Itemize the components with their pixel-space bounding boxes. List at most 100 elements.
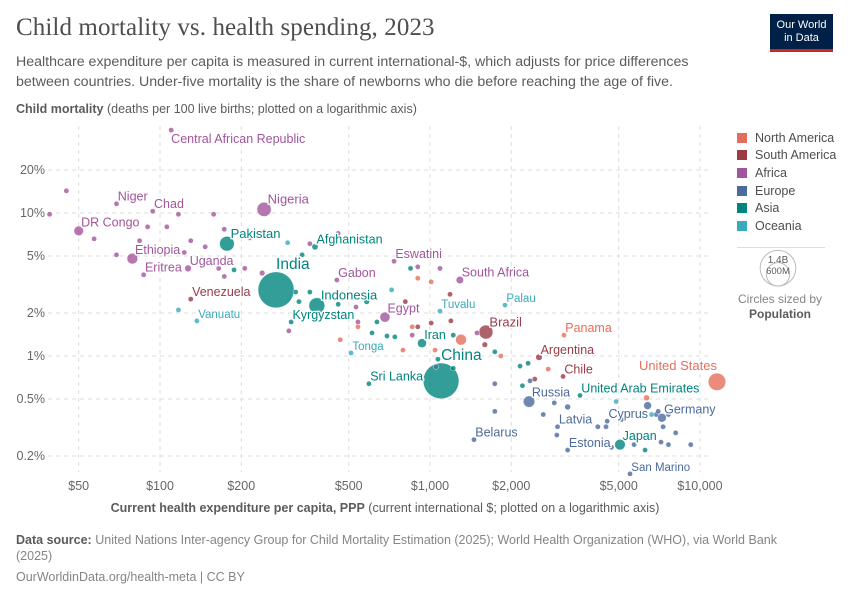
point-label: Tuvalu [441,299,475,311]
logo-line-1: Our World [776,19,827,31]
data-point [527,378,533,384]
legend-label: Africa [755,165,787,180]
data-point [187,296,194,302]
legend-item-north-america[interactable]: North America [737,129,836,147]
y-tick-label: 2% [27,306,45,320]
data-point [519,382,526,389]
data-point [187,237,194,244]
data-point [140,271,147,278]
legend-label: Europe [755,183,796,198]
y-axis-title: Child mortality (deaths per 100 live bir… [16,102,417,116]
y-tick-label: 5% [27,249,45,263]
point-label: Cyprus [608,407,648,421]
data-point [561,332,567,338]
point-label: Latvia [559,413,592,427]
size-legend: 1.4B 600M [759,249,797,287]
y-tick-label: 20% [20,163,45,177]
data-point [308,297,325,314]
data-point [631,441,637,448]
point-label: China [441,347,482,364]
data-point [355,319,361,325]
size-legend-large-label: 1.4B [768,255,789,266]
x-tick-label: $5,000 [600,479,638,493]
point-label: Uganda [190,254,234,268]
data-point [46,211,53,218]
data-point [384,333,390,339]
data-point [219,236,235,252]
legend-item-europe[interactable]: Europe [737,182,836,200]
data-point [202,244,208,250]
data-point [194,318,200,324]
data-point [608,444,615,451]
footer-url[interactable]: OurWorldinData.org/health-meta | CC BY [16,570,245,584]
data-point [288,319,294,325]
data-point [126,253,138,265]
data-point [392,334,398,340]
legend-swatch [737,220,747,231]
x-tick-label: $500 [335,479,363,493]
data-point [492,408,498,415]
data-point [540,411,547,418]
data-point [335,230,341,237]
data-point [215,265,222,272]
legend-item-south-america[interactable]: South America [737,147,836,165]
data-point [91,236,97,242]
data-point [665,411,672,418]
point-label: Afghanistan [317,232,383,246]
point-label: Pakistan [231,226,281,241]
x-axis-title-bold: Current health expenditure per capita, P… [111,501,365,515]
data-point [144,224,151,230]
legend-item-asia[interactable]: Asia [737,199,836,217]
data-point [577,392,583,399]
point-label: Niger [118,190,148,204]
point-label: Tonga [352,341,384,353]
point-label: Sri Lanka [370,370,423,384]
data-point [471,436,477,443]
x-tick-label: $200 [227,479,255,493]
point-label: Japan [623,429,657,443]
data-point [551,400,558,406]
point-label: United Arab Emirates [581,381,699,395]
data-point [437,308,443,314]
point-label: Palau [506,293,535,305]
legend-item-oceania[interactable]: Oceania [737,217,836,235]
data-point [379,311,391,323]
data-point [643,401,652,410]
data-point [492,380,498,387]
data-point [554,432,560,438]
x-axis-title-rest: (current international $; plotted on a l… [365,501,660,515]
data-point [400,347,406,353]
data-point [363,298,370,305]
chart-title: Child mortality vs. health spending, 202… [16,14,435,41]
x-tick-label: $50 [68,479,89,493]
data-point [437,265,443,272]
y-axis-title-bold: Child mortality [16,102,104,116]
legend-item-africa[interactable]: Africa [737,164,836,182]
owid-logo[interactable]: Our World in Data [770,14,833,52]
legend-swatch [737,203,747,214]
data-point [422,362,460,399]
data-point [708,372,726,391]
data-point [672,430,679,436]
point-labels: Central African Republic Niger Chad DR Cong… [80,131,719,475]
y-tick-label: 1% [27,349,45,363]
point-label: Gabon [338,266,376,280]
data-point [618,416,625,423]
data-point [246,235,253,241]
data-point [355,324,361,330]
grid-lines [48,126,712,472]
color-legend: North America South America Africa Europe As… [737,129,836,235]
data-point [307,289,313,295]
data-point [311,243,319,251]
data-point [210,211,217,218]
point-label: Central African Republic [171,132,305,146]
legend-swatch [737,185,747,196]
size-legend-small-circle [765,262,791,287]
data-point [334,277,340,283]
data-point [474,330,480,336]
data-point [642,447,648,453]
data-point [414,324,421,330]
data-point [603,423,609,430]
legend-label: Asia [755,201,780,216]
data-point [307,240,313,247]
